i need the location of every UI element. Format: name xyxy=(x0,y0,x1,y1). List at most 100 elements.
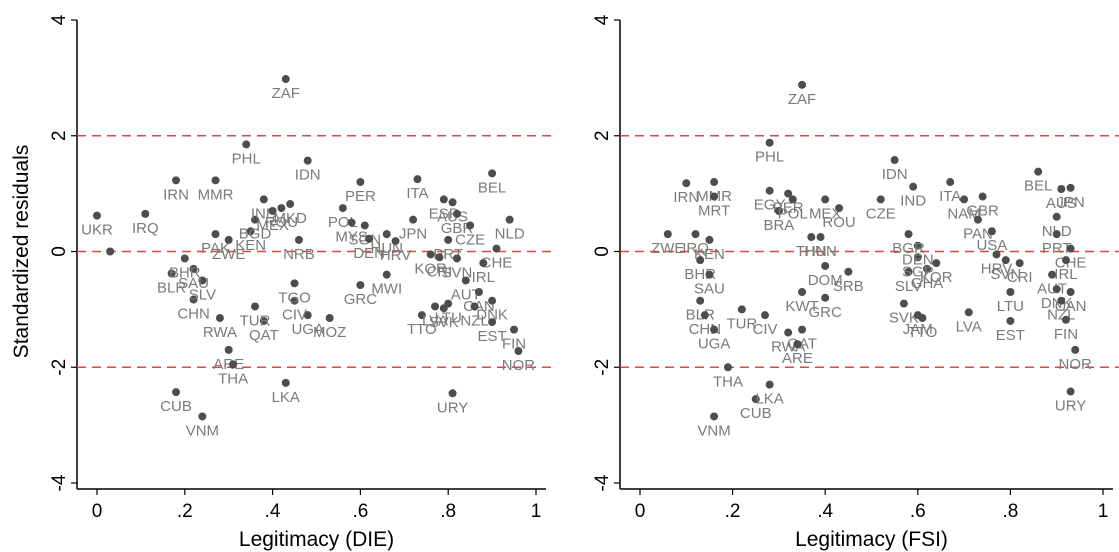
data-point xyxy=(303,156,312,165)
point-label: THA xyxy=(713,373,743,390)
point-label: LVA xyxy=(422,312,448,329)
point-label: PHL xyxy=(232,150,261,167)
point-label: BGD xyxy=(239,226,272,243)
point-label: VNM xyxy=(186,422,219,439)
data-point xyxy=(426,250,435,259)
point-label: NZL xyxy=(1047,307,1075,324)
data-point xyxy=(435,253,444,262)
point-label: NOR xyxy=(1059,356,1093,373)
point-label: PRT xyxy=(1042,240,1072,257)
data-point xyxy=(365,234,374,243)
data-point xyxy=(1052,285,1061,294)
data-point xyxy=(918,314,927,323)
point-label: PHL xyxy=(755,149,784,166)
point-label: SVN xyxy=(990,266,1021,283)
x-tick-label: .6 xyxy=(352,501,368,522)
point-label: ZWE xyxy=(651,240,684,257)
point-label: SLV xyxy=(189,286,216,303)
data-point xyxy=(1006,316,1015,325)
point-label: CHN xyxy=(177,306,210,323)
data-point xyxy=(211,176,220,185)
point-label: GBR xyxy=(441,220,474,237)
data-point xyxy=(198,276,207,285)
data-point xyxy=(1052,212,1061,221)
point-label: KOR xyxy=(414,260,447,277)
data-point xyxy=(1057,184,1066,193)
data-point xyxy=(710,412,719,421)
point-label: SGP xyxy=(902,263,934,280)
point-label: AUS xyxy=(1046,195,1077,212)
point-label: ESP xyxy=(429,205,459,222)
data-point xyxy=(466,221,475,230)
point-label: THN xyxy=(796,243,827,260)
y-tick-label: 4 xyxy=(49,14,70,25)
point-label: URY xyxy=(437,399,468,416)
data-point xyxy=(470,302,479,311)
data-point xyxy=(229,360,238,369)
point-label: CIV xyxy=(282,307,307,324)
data-point xyxy=(710,178,719,187)
data-point xyxy=(452,209,461,218)
data-point xyxy=(765,186,774,195)
data-point xyxy=(751,395,760,404)
point-label: GHA xyxy=(911,275,944,292)
point-label: MKD xyxy=(273,210,307,227)
y-tick-label: 0 xyxy=(49,246,70,257)
data-point xyxy=(807,233,816,242)
data-point xyxy=(488,169,497,178)
point-label: SGN xyxy=(349,231,382,248)
data-point xyxy=(784,189,793,198)
point-label: CHN xyxy=(689,321,722,338)
data-point xyxy=(1052,230,1061,239)
point-label: GRC xyxy=(344,291,378,308)
y-tick-label: 2 xyxy=(592,130,613,141)
point-label: ITA xyxy=(406,185,428,202)
point-label: JAM xyxy=(903,321,933,338)
data-point xyxy=(705,270,714,279)
x-axis-title: Legitimacy (FSI) xyxy=(795,528,948,551)
data-point xyxy=(960,195,969,204)
data-point xyxy=(798,80,807,89)
data-point xyxy=(1034,167,1043,176)
left-panel-die: -4 -2 0 2 4 0 .2 .4 .6 .8 1 Legitimacy (DIE) Standar… xyxy=(10,14,554,551)
data-point xyxy=(251,302,260,311)
data-point xyxy=(682,179,691,188)
data-point xyxy=(765,380,774,389)
data-point xyxy=(281,378,290,387)
y-tick-label: -4 xyxy=(49,474,70,491)
x-tick-label: 0 xyxy=(635,501,646,522)
data-point xyxy=(242,140,251,149)
x-tick-label: 1 xyxy=(531,501,542,522)
point-label: ROU xyxy=(265,214,298,231)
data-point xyxy=(765,138,774,147)
point-label: PER xyxy=(345,188,376,205)
point-label: MEX xyxy=(809,205,842,222)
point-label: POL xyxy=(328,214,358,231)
point-label: QAT xyxy=(249,327,279,344)
point-label: THA xyxy=(218,370,248,387)
point-label: TTO xyxy=(908,324,938,341)
x-tick-label: .2 xyxy=(725,501,741,522)
data-point xyxy=(198,412,207,421)
point-label: SAU xyxy=(694,281,725,298)
point-label: IRL xyxy=(472,269,495,286)
data-point xyxy=(1066,244,1075,253)
point-label: LKA xyxy=(272,389,300,406)
data-point xyxy=(189,295,198,304)
point-label: NAM xyxy=(947,205,980,222)
data-point xyxy=(946,178,955,187)
data-point xyxy=(1061,256,1070,265)
data-point xyxy=(1066,288,1075,297)
point-label: FIN xyxy=(502,336,526,353)
point-label: IRQ xyxy=(132,220,159,237)
point-label: BEL xyxy=(1024,178,1052,195)
point-label: UKR xyxy=(81,222,113,239)
data-point xyxy=(461,276,470,285)
data-point xyxy=(876,195,885,204)
point-label: IRL xyxy=(1054,266,1077,283)
data-point xyxy=(492,244,501,253)
data-point xyxy=(774,206,783,215)
point-label: HUN xyxy=(804,243,837,260)
data-point xyxy=(913,241,922,250)
